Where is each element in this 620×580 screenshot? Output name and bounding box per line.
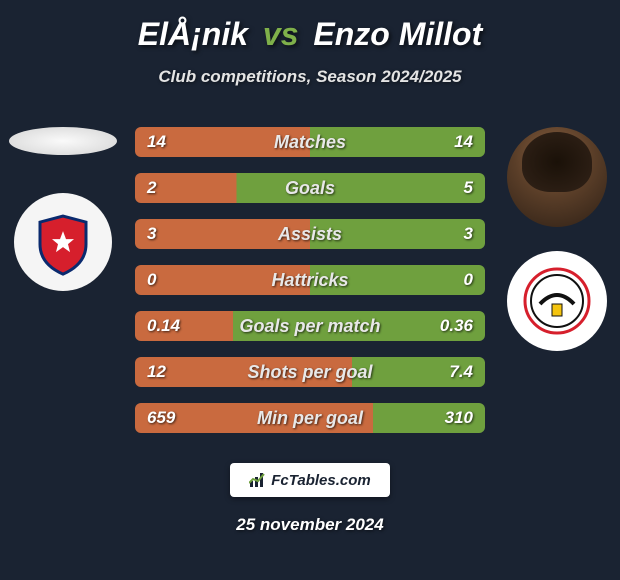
subtitle: Club competitions, Season 2024/2025 bbox=[0, 67, 620, 87]
right-column bbox=[502, 127, 612, 447]
stat-left-value: 659 bbox=[147, 408, 197, 428]
stat-right-value: 7.4 bbox=[423, 362, 473, 382]
vs-label: vs bbox=[263, 16, 299, 52]
club-shield-icon bbox=[36, 214, 90, 276]
stat-right-value: 5 bbox=[423, 178, 473, 198]
player2-club-badge bbox=[507, 251, 607, 351]
stat-row: 14 Matches 14 bbox=[135, 127, 485, 157]
stat-name: Shots per goal bbox=[247, 362, 372, 383]
stat-name: Hattricks bbox=[271, 270, 348, 291]
footer-date: 25 november 2024 bbox=[0, 515, 620, 535]
stat-left-value: 0 bbox=[147, 270, 197, 290]
comparison-title: ElÅ¡nik vs Enzo Millot bbox=[0, 16, 620, 53]
stat-right-value: 310 bbox=[423, 408, 473, 428]
stat-row: 659 Min per goal 310 bbox=[135, 403, 485, 433]
stat-row: 0.14 Goals per match 0.36 bbox=[135, 311, 485, 341]
left-column bbox=[8, 127, 118, 447]
player1-avatar bbox=[9, 127, 117, 155]
stat-rows: 14 Matches 14 2 Goals 5 3 Assists 3 0 Hattricks 0 0.… bbox=[135, 127, 485, 449]
stat-name: Min per goal bbox=[257, 408, 363, 429]
footer-logo-text: FcTables.com bbox=[271, 472, 370, 489]
stat-name: Goals bbox=[285, 178, 335, 199]
chart-icon bbox=[249, 472, 267, 488]
footer-logo[interactable]: FcTables.com bbox=[230, 463, 390, 497]
stat-left-value: 3 bbox=[147, 224, 197, 244]
stat-row: 0 Hattricks 0 bbox=[135, 265, 485, 295]
stats-area: 14 Matches 14 2 Goals 5 3 Assists 3 0 Hattricks 0 0.… bbox=[0, 127, 620, 447]
stat-left-value: 14 bbox=[147, 132, 197, 152]
stat-right-value: 0.36 bbox=[423, 316, 473, 336]
club-ring-icon bbox=[522, 266, 592, 336]
stat-left-value: 0.14 bbox=[147, 316, 197, 336]
stat-row: 3 Assists 3 bbox=[135, 219, 485, 249]
stat-name: Goals per match bbox=[239, 316, 380, 337]
stat-name: Matches bbox=[274, 132, 346, 153]
stat-right-value: 14 bbox=[423, 132, 473, 152]
stat-right-value: 3 bbox=[423, 224, 473, 244]
stat-right-value: 0 bbox=[423, 270, 473, 290]
player2-avatar bbox=[507, 127, 607, 227]
stat-name: Assists bbox=[278, 224, 342, 245]
player1-club-badge bbox=[14, 193, 112, 291]
stat-left-value: 2 bbox=[147, 178, 197, 198]
stat-row: 2 Goals 5 bbox=[135, 173, 485, 203]
stat-left-value: 12 bbox=[147, 362, 197, 382]
player2-name: Enzo Millot bbox=[313, 16, 482, 52]
stat-row: 12 Shots per goal 7.4 bbox=[135, 357, 485, 387]
player1-name: ElÅ¡nik bbox=[138, 16, 248, 52]
